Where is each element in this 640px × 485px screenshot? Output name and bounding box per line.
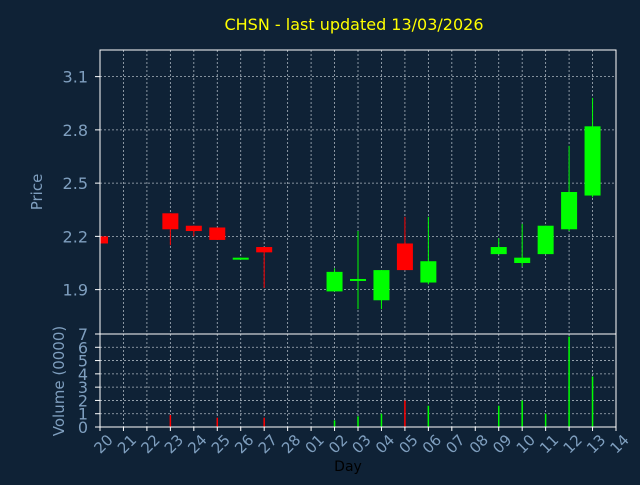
candle-body (420, 261, 437, 283)
candle (537, 225, 554, 255)
x-tick-label: 02 (325, 431, 351, 457)
x-tick-label: 14 (607, 431, 633, 457)
price-tick-label: 2.8 (63, 121, 88, 140)
candle (326, 268, 343, 292)
x-tick-label: 27 (255, 431, 281, 457)
x-tick-label: 03 (349, 431, 375, 457)
volume-tick-label: 6 (78, 338, 88, 357)
x-tick-label: 28 (278, 431, 304, 457)
price-tick-label: 2.5 (63, 174, 88, 193)
x-tick-label: 12 (560, 431, 586, 457)
volume-bar (591, 376, 594, 427)
x-tick-label: 21 (114, 431, 140, 457)
candle (232, 257, 249, 260)
candle (373, 270, 390, 310)
candle (561, 145, 578, 232)
volume-bar (404, 400, 406, 427)
price-panel: 1.9 2.2 2.5 2.8 3.1 (63, 49, 617, 335)
candle-body (100, 236, 108, 244)
volume-bar (216, 417, 219, 427)
x-tick-label: 06 (419, 431, 445, 457)
x-tick-label: 25 (208, 431, 234, 457)
volume-bar (263, 417, 265, 427)
candle-body (537, 225, 554, 255)
volume-tick-label: 7 (78, 325, 88, 344)
volume-tick-label: 2 (78, 391, 88, 410)
volume-bar (568, 336, 570, 427)
volume-tick-label: 5 (78, 352, 88, 371)
price-tick-label: 2.2 (63, 227, 88, 246)
volume-tick-label: 1 (78, 405, 88, 424)
x-tick-label: 26 (231, 431, 257, 457)
volume-axis-label: Volume (0000) (50, 326, 68, 436)
x-tick-label: 08 (466, 431, 492, 457)
volume-bar (427, 405, 430, 427)
x-axis-label: Day (334, 459, 362, 475)
candle (420, 216, 437, 285)
candle (162, 213, 179, 246)
candle-body (232, 257, 249, 260)
volume-bar (357, 416, 359, 427)
chart-title: CHSN - last updated 13/03/2026 (224, 15, 483, 34)
volume-tick-label: 4 (78, 365, 88, 384)
x-tick-label: 01 (302, 431, 328, 457)
candle-body (373, 270, 390, 301)
candle-body (326, 271, 343, 292)
x-tick-label: 07 (442, 431, 468, 457)
price-axis-label: Price (28, 174, 46, 211)
x-tick-label: 10 (513, 431, 539, 457)
volume-bar (333, 420, 336, 427)
x-tick-label: 05 (395, 431, 421, 457)
candle-body (350, 278, 366, 281)
candle (209, 227, 226, 240)
candle-body (162, 213, 179, 230)
x-tick-label: 13 (583, 431, 609, 457)
volume-bar (521, 400, 523, 427)
candle (256, 247, 273, 288)
x-tick-label: 20 (91, 431, 117, 457)
x-tick-label: 09 (489, 431, 515, 457)
candle-body (584, 126, 601, 196)
x-tick-label: 23 (161, 431, 187, 457)
volume-bar (544, 413, 547, 427)
volume-bar (380, 413, 383, 427)
x-tick-label: 22 (137, 431, 163, 457)
candle-body (490, 247, 507, 255)
candle-body (561, 192, 578, 230)
candle (396, 216, 413, 271)
candle-body (256, 247, 273, 253)
volume-bar (169, 415, 172, 427)
candle (490, 238, 507, 255)
candle (514, 223, 531, 267)
volume-bar (497, 405, 500, 427)
candle-body (185, 225, 202, 232)
candle-body (514, 257, 531, 263)
x-axis: 2021222324252627280102030405060708091011… (91, 427, 633, 457)
volume-tick-label: 0 (78, 418, 88, 437)
candle-body (209, 227, 226, 240)
x-tick-label: 24 (184, 431, 210, 457)
candle (584, 97, 601, 198)
candle (99, 236, 108, 244)
candle-body (396, 243, 413, 271)
x-tick-label: 11 (536, 431, 562, 457)
x-tick-label: 04 (372, 431, 398, 457)
price-tick-label: 3.1 (63, 68, 88, 87)
volume-tick-label: 3 (78, 378, 88, 397)
price-tick-label: 1.9 (63, 281, 88, 300)
candle (185, 225, 202, 237)
candle (350, 231, 366, 310)
